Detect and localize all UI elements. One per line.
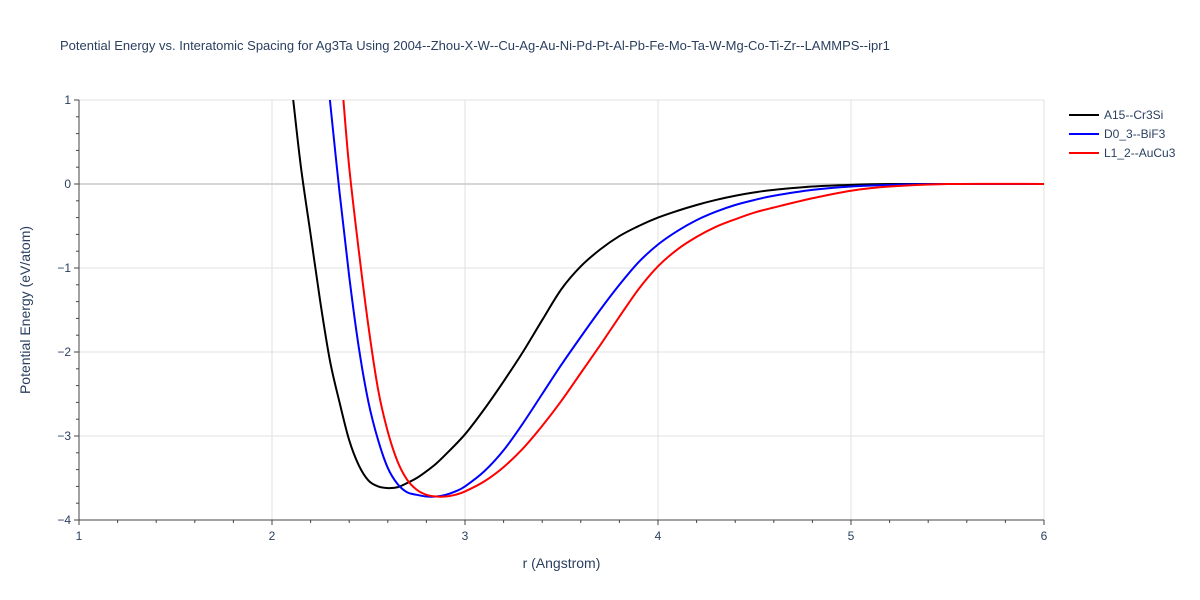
- legend-item-2[interactable]: L1_2--AuCu3: [1069, 146, 1176, 160]
- x-tick-label-4: 5: [848, 529, 855, 543]
- legend-label-2: L1_2--AuCu3: [1104, 146, 1176, 160]
- legend-item-0[interactable]: A15--Cr3Si: [1069, 108, 1163, 122]
- series-line-0: [292, 100, 1044, 490]
- legend[interactable]: A15--Cr3Si D0_3--BiF3 L1_2--AuCu3: [1069, 108, 1176, 160]
- legend-label-1: D0_3--BiF3: [1104, 127, 1166, 141]
- x-tick-labels: 1 2 3 4 5 6: [76, 529, 1048, 543]
- chart-title: Potential Energy vs. Interatomic Spacing…: [60, 38, 890, 53]
- legend-label-0: A15--Cr3Si: [1104, 108, 1163, 122]
- series-layer: [292, 100, 1044, 498]
- x-tick-label-2: 3: [462, 529, 469, 543]
- x-tick-label-0: 1: [76, 529, 83, 543]
- y-tick-label-5: −4: [57, 513, 71, 527]
- x-tick-label-1: 2: [269, 529, 276, 543]
- series-line-2: [342, 100, 1044, 498]
- x-tick-label-5: 6: [1041, 529, 1048, 543]
- y-tick-labels: 1 0 −1 −2 −3 −4: [57, 93, 71, 527]
- legend-item-1[interactable]: D0_3--BiF3: [1069, 127, 1166, 141]
- y-tick-label-1: 0: [64, 177, 71, 191]
- y-tick-label-4: −3: [57, 429, 71, 443]
- x-axis-title: r (Angstrom): [523, 555, 601, 571]
- x-tick-label-3: 4: [655, 529, 662, 543]
- grid-layer: [79, 99, 1045, 520]
- y-axis-title: Potential Energy (eV/atom): [17, 226, 33, 394]
- series-line-1: [328, 100, 1044, 498]
- y-tick-label-0: 1: [64, 93, 71, 107]
- y-tick-label-3: −2: [57, 345, 71, 359]
- axis-layer: [74, 99, 1045, 525]
- y-tick-label-2: −1: [57, 261, 71, 275]
